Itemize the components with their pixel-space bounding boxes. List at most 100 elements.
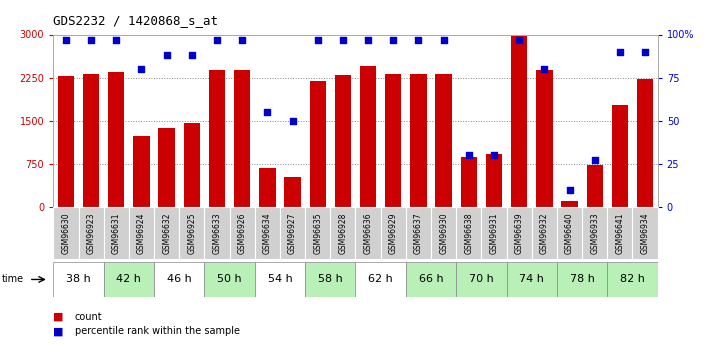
- Text: GSM96639: GSM96639: [515, 212, 524, 254]
- Text: GSM96933: GSM96933: [590, 212, 599, 254]
- Point: [85, 37, 97, 42]
- Text: 82 h: 82 h: [620, 275, 645, 284]
- Text: time: time: [1, 275, 23, 284]
- Bar: [410, 74, 427, 207]
- Bar: [557, 262, 607, 297]
- Point: [262, 109, 273, 115]
- Bar: [380, 207, 406, 259]
- Text: GSM96637: GSM96637: [414, 212, 423, 254]
- Point: [237, 37, 248, 42]
- Point: [337, 37, 348, 42]
- Bar: [582, 207, 607, 259]
- Bar: [159, 128, 175, 207]
- Bar: [506, 207, 532, 259]
- Text: GSM96641: GSM96641: [616, 212, 624, 254]
- Point: [287, 118, 298, 124]
- Text: GSM96636: GSM96636: [363, 212, 373, 254]
- Bar: [260, 168, 276, 207]
- Bar: [108, 72, 124, 207]
- Text: GSM96932: GSM96932: [540, 212, 549, 254]
- Bar: [637, 79, 653, 207]
- Bar: [532, 207, 557, 259]
- Bar: [511, 36, 528, 207]
- Point: [589, 158, 600, 163]
- Text: GSM96924: GSM96924: [137, 212, 146, 254]
- Bar: [587, 165, 603, 207]
- Bar: [53, 207, 78, 259]
- Text: 78 h: 78 h: [570, 275, 594, 284]
- Bar: [305, 262, 356, 297]
- Text: 70 h: 70 h: [469, 275, 493, 284]
- Bar: [385, 74, 402, 207]
- Point: [413, 37, 424, 42]
- Bar: [154, 207, 179, 259]
- Bar: [461, 157, 477, 207]
- Bar: [406, 207, 431, 259]
- Text: GSM96930: GSM96930: [439, 212, 448, 254]
- Point: [186, 52, 198, 58]
- Text: GSM96926: GSM96926: [237, 212, 247, 254]
- Bar: [305, 207, 331, 259]
- Bar: [154, 262, 205, 297]
- Bar: [431, 207, 456, 259]
- Point: [136, 66, 147, 72]
- Point: [488, 152, 500, 158]
- Bar: [456, 207, 481, 259]
- Bar: [255, 262, 305, 297]
- Bar: [234, 70, 250, 207]
- Point: [539, 66, 550, 72]
- Text: 66 h: 66 h: [419, 275, 444, 284]
- Point: [463, 152, 474, 158]
- Bar: [179, 207, 205, 259]
- Text: 62 h: 62 h: [368, 275, 393, 284]
- Text: percentile rank within the sample: percentile rank within the sample: [75, 326, 240, 336]
- Bar: [230, 207, 255, 259]
- Bar: [331, 207, 356, 259]
- Bar: [205, 262, 255, 297]
- Text: GSM96638: GSM96638: [464, 212, 474, 254]
- Bar: [633, 207, 658, 259]
- Bar: [557, 207, 582, 259]
- Bar: [406, 262, 456, 297]
- Bar: [435, 73, 451, 207]
- Point: [60, 37, 72, 42]
- Bar: [335, 75, 351, 207]
- Point: [438, 37, 449, 42]
- Point: [564, 187, 575, 193]
- Point: [387, 37, 399, 42]
- Text: GSM96931: GSM96931: [489, 212, 498, 254]
- Bar: [506, 262, 557, 297]
- Text: GSM96632: GSM96632: [162, 212, 171, 254]
- Bar: [356, 207, 380, 259]
- Point: [614, 49, 626, 55]
- Bar: [456, 262, 506, 297]
- Bar: [78, 207, 104, 259]
- Text: 54 h: 54 h: [267, 275, 292, 284]
- Bar: [607, 262, 658, 297]
- Text: 42 h: 42 h: [117, 275, 141, 284]
- Text: GSM96923: GSM96923: [87, 212, 95, 254]
- Point: [211, 37, 223, 42]
- Bar: [284, 177, 301, 207]
- Bar: [309, 81, 326, 207]
- Text: GSM96630: GSM96630: [61, 212, 70, 254]
- Text: GSM96640: GSM96640: [565, 212, 574, 254]
- Point: [161, 52, 172, 58]
- Text: ■: ■: [53, 312, 64, 322]
- Text: count: count: [75, 312, 102, 322]
- Bar: [481, 207, 506, 259]
- Bar: [611, 105, 628, 207]
- Bar: [129, 207, 154, 259]
- Bar: [607, 207, 633, 259]
- Bar: [486, 154, 502, 207]
- Text: GSM96635: GSM96635: [314, 212, 322, 254]
- Point: [312, 37, 324, 42]
- Text: 74 h: 74 h: [519, 275, 544, 284]
- Bar: [183, 123, 200, 207]
- Text: GSM96927: GSM96927: [288, 212, 297, 254]
- Bar: [53, 262, 104, 297]
- Bar: [356, 262, 406, 297]
- Bar: [562, 201, 578, 207]
- Text: GSM96929: GSM96929: [389, 212, 397, 254]
- Bar: [360, 66, 376, 207]
